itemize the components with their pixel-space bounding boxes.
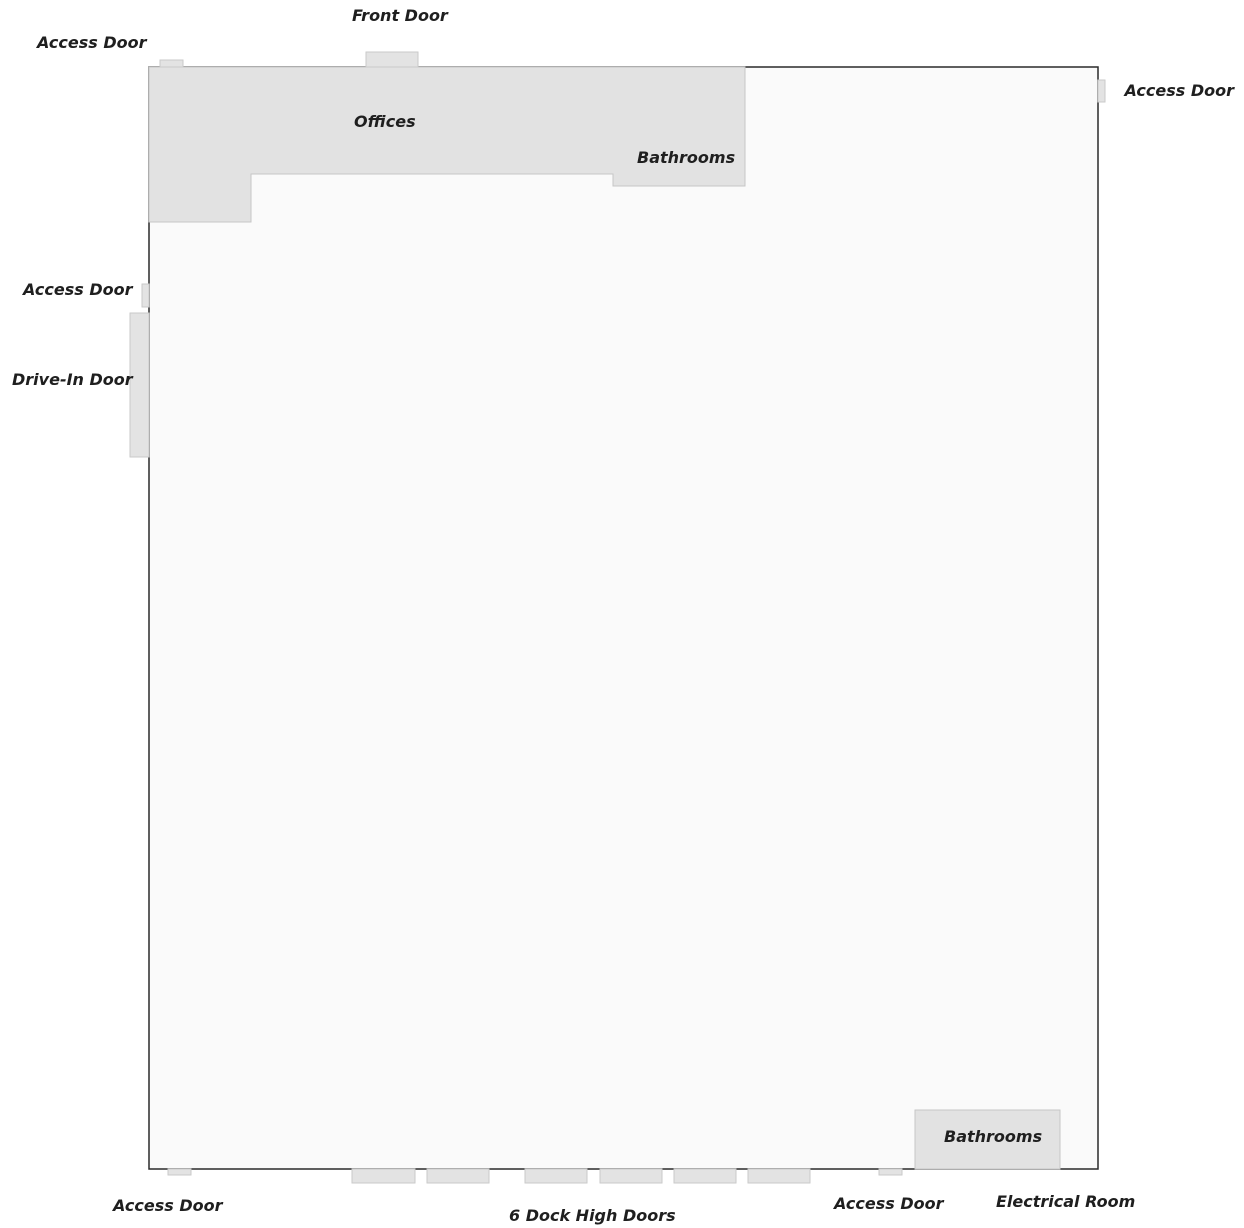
bathrooms-bottom-label: Bathrooms [944, 1127, 1043, 1146]
offices-label: Offices [354, 112, 416, 131]
access-door-top-left-label: Access Door [37, 33, 147, 52]
electrical-room-label: Electrical Room [996, 1192, 1136, 1211]
front-door-label: Front Door [352, 6, 448, 25]
dock-door-4 [599, 1168, 663, 1184]
dock-door-2 [426, 1168, 490, 1184]
drive-in-door [129, 312, 150, 458]
front-door [365, 51, 419, 68]
dock-door-5 [673, 1168, 737, 1184]
access-door-left [141, 283, 150, 308]
dock-doors-label: 6 Dock High Doors [509, 1206, 676, 1225]
access-door-bottom-right [878, 1168, 903, 1176]
dock-door-1 [351, 1168, 416, 1184]
access-door-left-label: Access Door [23, 280, 133, 299]
drive-in-door-label: Drive-In Door [12, 370, 133, 389]
bathrooms-bottom-room [914, 1109, 1061, 1170]
offices-area [148, 66, 746, 223]
bathrooms-top-label: Bathrooms [637, 148, 736, 167]
access-door-top-right [1097, 79, 1106, 103]
access-door-bottom-left [167, 1168, 192, 1176]
dock-door-3 [524, 1168, 588, 1184]
access-door-top-right-label: Access Door [1124, 81, 1234, 100]
access-door-bottom-right-label: Access Door [834, 1194, 944, 1213]
dock-door-6 [747, 1168, 811, 1184]
access-door-bottom-left-label: Access Door [113, 1196, 223, 1215]
building-outline [148, 66, 1099, 1170]
access-door-top-left [159, 59, 184, 68]
